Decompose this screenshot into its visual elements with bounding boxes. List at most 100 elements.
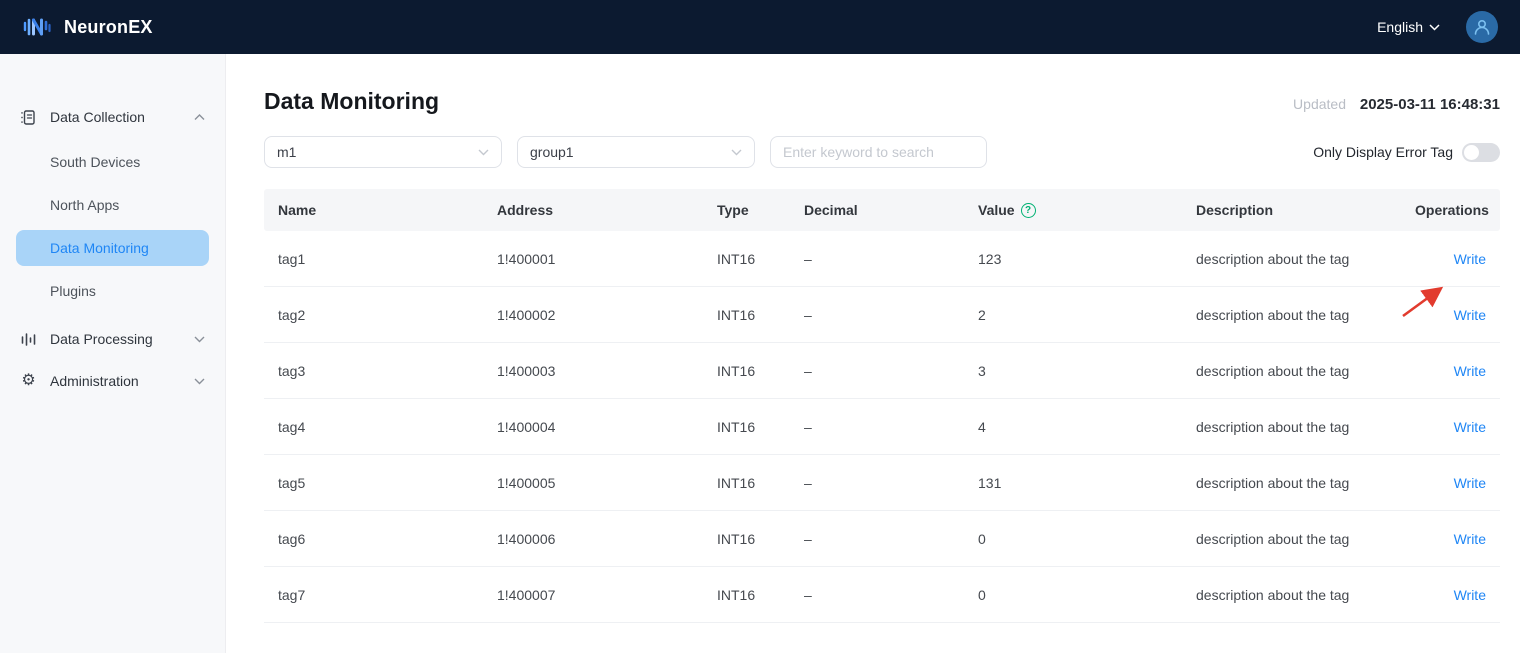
- chevron-down-icon: [1429, 24, 1440, 31]
- language-label: English: [1377, 19, 1423, 35]
- cell-address: 1!400003: [497, 363, 717, 379]
- sidebar-item-north-apps[interactable]: North Apps: [0, 183, 225, 226]
- data-collection-icon: [20, 109, 37, 126]
- cell-name: tag3: [264, 363, 497, 379]
- cell-name: tag7: [264, 587, 497, 603]
- cell-decimal: –: [804, 307, 978, 323]
- neuronex-logo-icon: [22, 12, 52, 42]
- cell-type: INT16: [717, 307, 804, 323]
- group-select[interactable]: group1: [517, 136, 755, 168]
- cell-description: description about the tag: [1196, 419, 1415, 435]
- group-select-value: group1: [530, 144, 731, 160]
- cell-decimal: –: [804, 419, 978, 435]
- table-row: tag31!400003INT16–3description about the…: [264, 343, 1500, 399]
- cell-decimal: –: [804, 363, 978, 379]
- cell-operations: Write: [1415, 307, 1500, 323]
- cell-description: description about the tag: [1196, 531, 1415, 547]
- cell-name: tag2: [264, 307, 497, 323]
- sidebar-section-administration[interactable]: ⚙ Administration: [0, 360, 225, 402]
- main-content: Data Monitoring Updated 2025-03-11 16:48…: [226, 54, 1520, 653]
- sidebar-section-label: Data Processing: [50, 331, 194, 347]
- cell-type: INT16: [717, 531, 804, 547]
- neuronex-app: NeuronEX English: [0, 0, 1520, 653]
- cell-name: tag5: [264, 475, 497, 491]
- chevron-up-icon: [194, 114, 205, 121]
- write-button[interactable]: Write: [1454, 531, 1486, 547]
- brand-name: NeuronEX: [64, 17, 153, 38]
- cell-decimal: –: [804, 587, 978, 603]
- updated-label: Updated: [1293, 96, 1346, 112]
- cell-description: description about the tag: [1196, 251, 1415, 267]
- cell-value: 0: [978, 587, 1196, 603]
- cell-decimal: –: [804, 475, 978, 491]
- cell-operations: Write: [1415, 531, 1500, 547]
- cell-address: 1!400001: [497, 251, 717, 267]
- cell-description: description about the tag: [1196, 363, 1415, 379]
- cell-address: 1!400004: [497, 419, 717, 435]
- sidebar-section-label: Administration: [50, 373, 194, 389]
- search-input[interactable]: [770, 136, 987, 168]
- cell-value: 3: [978, 363, 1196, 379]
- cell-operations: Write: [1415, 419, 1500, 435]
- write-button[interactable]: Write: [1454, 307, 1486, 323]
- cell-type: INT16: [717, 363, 804, 379]
- column-header-type: Type: [717, 202, 804, 218]
- write-button[interactable]: Write: [1454, 251, 1486, 267]
- chevron-down-icon: [194, 336, 205, 343]
- error-tag-toggle-label: Only Display Error Tag: [1313, 144, 1453, 160]
- chevron-down-icon: [194, 378, 205, 385]
- table-body: tag11!400001INT16–123description about t…: [264, 231, 1500, 623]
- cell-value: 131: [978, 475, 1196, 491]
- cell-address: 1!400006: [497, 531, 717, 547]
- sidebar-section-data-processing[interactable]: Data Processing: [0, 318, 225, 360]
- cell-address: 1!400007: [497, 587, 717, 603]
- cell-name: tag6: [264, 531, 497, 547]
- sidebar-item-south-devices[interactable]: South Devices: [0, 140, 225, 183]
- table-row: tag21!400002INT16–2description about the…: [264, 287, 1500, 343]
- node-select-value: m1: [277, 144, 478, 160]
- cell-decimal: –: [804, 251, 978, 267]
- table-row: tag71!400007INT16–0description about the…: [264, 567, 1500, 623]
- user-icon: [1473, 18, 1491, 36]
- write-button[interactable]: Write: [1454, 587, 1486, 603]
- cell-value: 0: [978, 531, 1196, 547]
- column-header-decimal: Decimal: [804, 202, 978, 218]
- sidebar-item-data-monitoring[interactable]: Data Monitoring: [16, 230, 209, 266]
- column-header-value: Value ?: [978, 202, 1196, 218]
- help-icon[interactable]: ?: [1021, 203, 1036, 218]
- page-title: Data Monitoring: [264, 88, 439, 115]
- user-avatar[interactable]: [1466, 11, 1498, 43]
- top-navbar: NeuronEX English: [0, 0, 1520, 54]
- table-row: tag61!400006INT16–0description about the…: [264, 511, 1500, 567]
- cell-description: description about the tag: [1196, 475, 1415, 491]
- cell-decimal: –: [804, 531, 978, 547]
- cell-operations: Write: [1415, 475, 1500, 491]
- updated-timestamp: Updated 2025-03-11 16:48:31: [1293, 96, 1500, 113]
- chevron-down-icon: [478, 149, 489, 156]
- cell-operations: Write: [1415, 587, 1500, 603]
- cell-operations: Write: [1415, 363, 1500, 379]
- cell-type: INT16: [717, 251, 804, 267]
- cell-value: 2: [978, 307, 1196, 323]
- write-button[interactable]: Write: [1454, 419, 1486, 435]
- table-row: tag51!400005INT16–131description about t…: [264, 455, 1500, 511]
- column-header-description: Description: [1196, 202, 1415, 218]
- gear-icon: ⚙: [20, 373, 37, 389]
- sidebar-item-plugins[interactable]: Plugins: [0, 269, 225, 312]
- table-row: tag41!400004INT16–4description about the…: [264, 399, 1500, 455]
- cell-description: description about the tag: [1196, 307, 1415, 323]
- cell-address: 1!400002: [497, 307, 717, 323]
- column-header-operations: Operations: [1415, 202, 1503, 218]
- error-tag-toggle[interactable]: [1462, 143, 1500, 162]
- updated-value: 2025-03-11 16:48:31: [1360, 96, 1500, 113]
- write-button[interactable]: Write: [1454, 475, 1486, 491]
- cell-type: INT16: [717, 475, 804, 491]
- node-select[interactable]: m1: [264, 136, 502, 168]
- sidebar-section-label: Data Collection: [50, 109, 194, 125]
- sidebar-section-data-collection[interactable]: Data Collection: [0, 96, 225, 138]
- sidebar: Data Collection South Devices North Apps…: [0, 54, 226, 653]
- cell-type: INT16: [717, 587, 804, 603]
- tags-table: Name Address Type Decimal Value ? Descri…: [264, 189, 1500, 623]
- language-selector[interactable]: English: [1377, 19, 1440, 35]
- write-button[interactable]: Write: [1454, 363, 1486, 379]
